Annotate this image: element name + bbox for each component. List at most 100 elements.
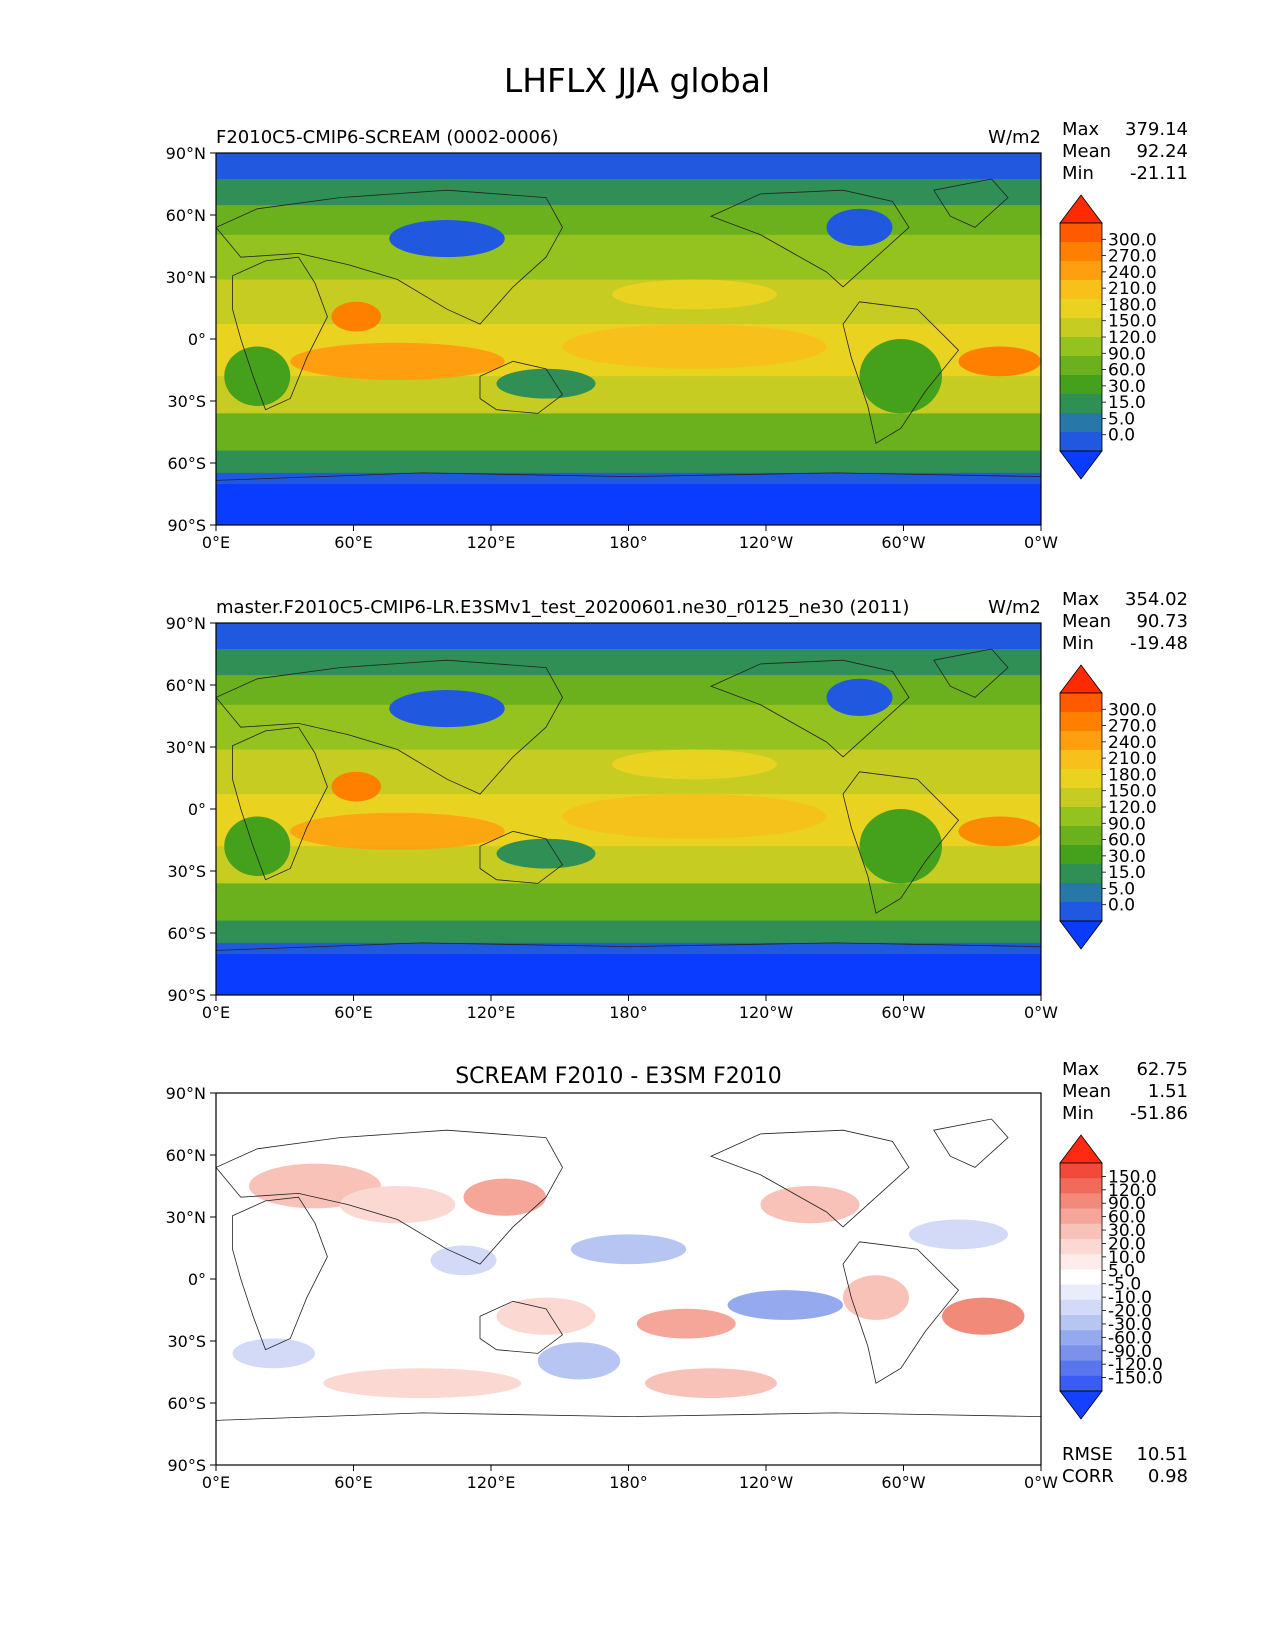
panel-units: W/m2: [988, 597, 1041, 618]
colorbar-tick-label: 180.0: [1108, 765, 1157, 785]
x-tick-label: 60°W: [881, 1003, 925, 1022]
x-tick-label: 120°W: [739, 1473, 794, 1492]
x-tick-label: 120°W: [739, 1003, 794, 1022]
coastlines: [216, 1118, 1041, 1465]
colorbar-segment: [1060, 1208, 1102, 1225]
stat-value: 379.14: [1125, 119, 1188, 140]
panel-left-title: F2010C5-CMIP6-SCREAM (0002-0006): [216, 127, 558, 148]
colorbar-segment: [1060, 769, 1102, 789]
map-panel-1: F2010C5-CMIP6-SCREAM (0002-0006) W/m2 0°E 6…: [166, 119, 1188, 552]
colorbar-segment: [1060, 712, 1102, 732]
footer-stat-label: CORR: [1062, 1466, 1114, 1487]
stat-value: 1.51: [1148, 1081, 1188, 1102]
coastlines: [216, 648, 1041, 995]
x-tick-label: 60°E: [334, 1473, 372, 1492]
colorbar-segment: [1060, 1299, 1102, 1316]
colorbar-segment: [1060, 1345, 1102, 1361]
colorbar-segment: [1060, 337, 1102, 357]
colorbar-segment: [1060, 693, 1102, 713]
colorbar: 150.0120.090.060.030.020.010.05.0-5.0-10…: [1059, 1134, 1163, 1420]
x-tick-label: 0°W: [1024, 1003, 1058, 1022]
y-tick-label: 0°: [188, 800, 206, 819]
colorbar-segment: [1060, 788, 1102, 808]
colorbar-tick-label: -20.0: [1108, 1302, 1152, 1322]
colorbar-segment: [1060, 223, 1102, 243]
colorbar-segment: [1060, 1178, 1102, 1194]
colorbar-segment: [1060, 1360, 1102, 1377]
x-tick-label: 120°E: [467, 533, 516, 552]
colorbar-segment: [1060, 1193, 1102, 1209]
colorbar-tick-label: 180.0: [1108, 295, 1157, 315]
colorbar-tick-label: 60.0: [1108, 1208, 1146, 1228]
colorbar-tick-label: -150.0: [1108, 1369, 1163, 1389]
colorbar-segment: [1060, 413, 1102, 433]
y-tick-label: 90°S: [167, 516, 206, 535]
colorbar: 300.0270.0240.0210.0180.0150.0120.090.06…: [1059, 194, 1157, 480]
colorbar-tick-label: 120.0: [1108, 798, 1157, 818]
colorbar-tick-label: 120.0: [1108, 1181, 1157, 1201]
colorbar-segment: [1060, 864, 1102, 884]
x-tick-label: 0°E: [202, 1003, 230, 1022]
map-field: [216, 623, 1041, 995]
colorbar-extend-min: [1059, 1390, 1103, 1420]
x-tick-label: 180°: [609, 533, 648, 552]
colorbar-tick-label: 5.0: [1108, 1261, 1135, 1281]
colorbar-extend-min: [1059, 920, 1103, 950]
x-tick-label: 60°W: [881, 533, 925, 552]
coastlines: [216, 178, 1041, 525]
colorbar-segment: [1060, 280, 1102, 300]
colorbar-tick-label: -10.0: [1108, 1288, 1152, 1308]
colorbar-tick-label: -60.0: [1108, 1328, 1152, 1348]
colorbar-tick-label: 15.0: [1108, 863, 1146, 883]
stat-label: Min: [1062, 163, 1094, 184]
x-tick-label: 120°W: [739, 533, 794, 552]
colorbar-segment: [1060, 902, 1102, 922]
y-tick-label: 60°N: [166, 1146, 206, 1165]
colorbar-tick-label: 210.0: [1108, 279, 1157, 299]
stat-label: Max: [1062, 119, 1100, 140]
stat-value: -51.86: [1130, 1103, 1188, 1124]
colorbar-tick-label: 90.0: [1108, 1194, 1146, 1214]
colorbar-segment: [1060, 242, 1102, 262]
stat-value: -19.48: [1130, 633, 1188, 654]
map-field: [216, 1093, 1041, 1465]
colorbar-tick-label: 150.0: [1108, 782, 1157, 802]
colorbar-tick-label: 210.0: [1108, 749, 1157, 769]
panel-center-title: SCREAM F2010 - E3SM F2010: [455, 1064, 782, 1089]
colorbar-segment: [1060, 1254, 1102, 1270]
colorbar-tick-label: 300.0: [1108, 230, 1157, 250]
colorbar-tick-label: 30.0: [1108, 377, 1146, 397]
stat-label: Max: [1062, 1059, 1100, 1080]
x-tick-label: 60°W: [881, 1473, 925, 1492]
y-tick-label: 60°S: [167, 924, 206, 943]
stat-value: -21.11: [1130, 163, 1188, 184]
y-tick-label: 30°S: [167, 1332, 206, 1351]
colorbar-tick-label: -5.0: [1108, 1275, 1141, 1295]
colorbar-segment: [1060, 1269, 1102, 1285]
colorbar-tick-label: 60.0: [1108, 831, 1146, 851]
panel-units: W/m2: [988, 127, 1041, 148]
colorbar-segment: [1060, 1375, 1102, 1392]
colorbar-segment: [1060, 1315, 1102, 1331]
colorbar-tick-label: 5.0: [1108, 409, 1135, 429]
y-tick-label: 30°N: [166, 1208, 206, 1227]
x-tick-label: 0°E: [202, 533, 230, 552]
stat-value: 90.73: [1136, 611, 1188, 632]
x-tick-label: 180°: [609, 1473, 648, 1492]
panel-left-title: master.F2010C5-CMIP6-LR.E3SMv1_test_2020…: [216, 597, 909, 618]
y-tick-label: 90°N: [166, 614, 206, 633]
colorbar-segment: [1060, 731, 1102, 751]
colorbar-tick-label: -90.0: [1108, 1342, 1152, 1362]
colorbar-tick-label: 5.0: [1108, 879, 1135, 899]
colorbar-tick-label: 270.0: [1108, 717, 1157, 737]
stat-label: Mean: [1062, 611, 1111, 632]
footer-stat-label: RMSE: [1062, 1444, 1113, 1465]
x-tick-label: 180°: [609, 1003, 648, 1022]
colorbar-segment: [1060, 1163, 1102, 1179]
x-tick-label: 0°W: [1024, 1473, 1058, 1492]
colorbar-segment: [1060, 375, 1102, 395]
colorbar-segment: [1060, 394, 1102, 414]
colorbar-tick-label: 150.0: [1108, 1167, 1157, 1187]
y-tick-label: 30°S: [167, 392, 206, 411]
colorbar-tick-label: 150.0: [1108, 312, 1157, 332]
